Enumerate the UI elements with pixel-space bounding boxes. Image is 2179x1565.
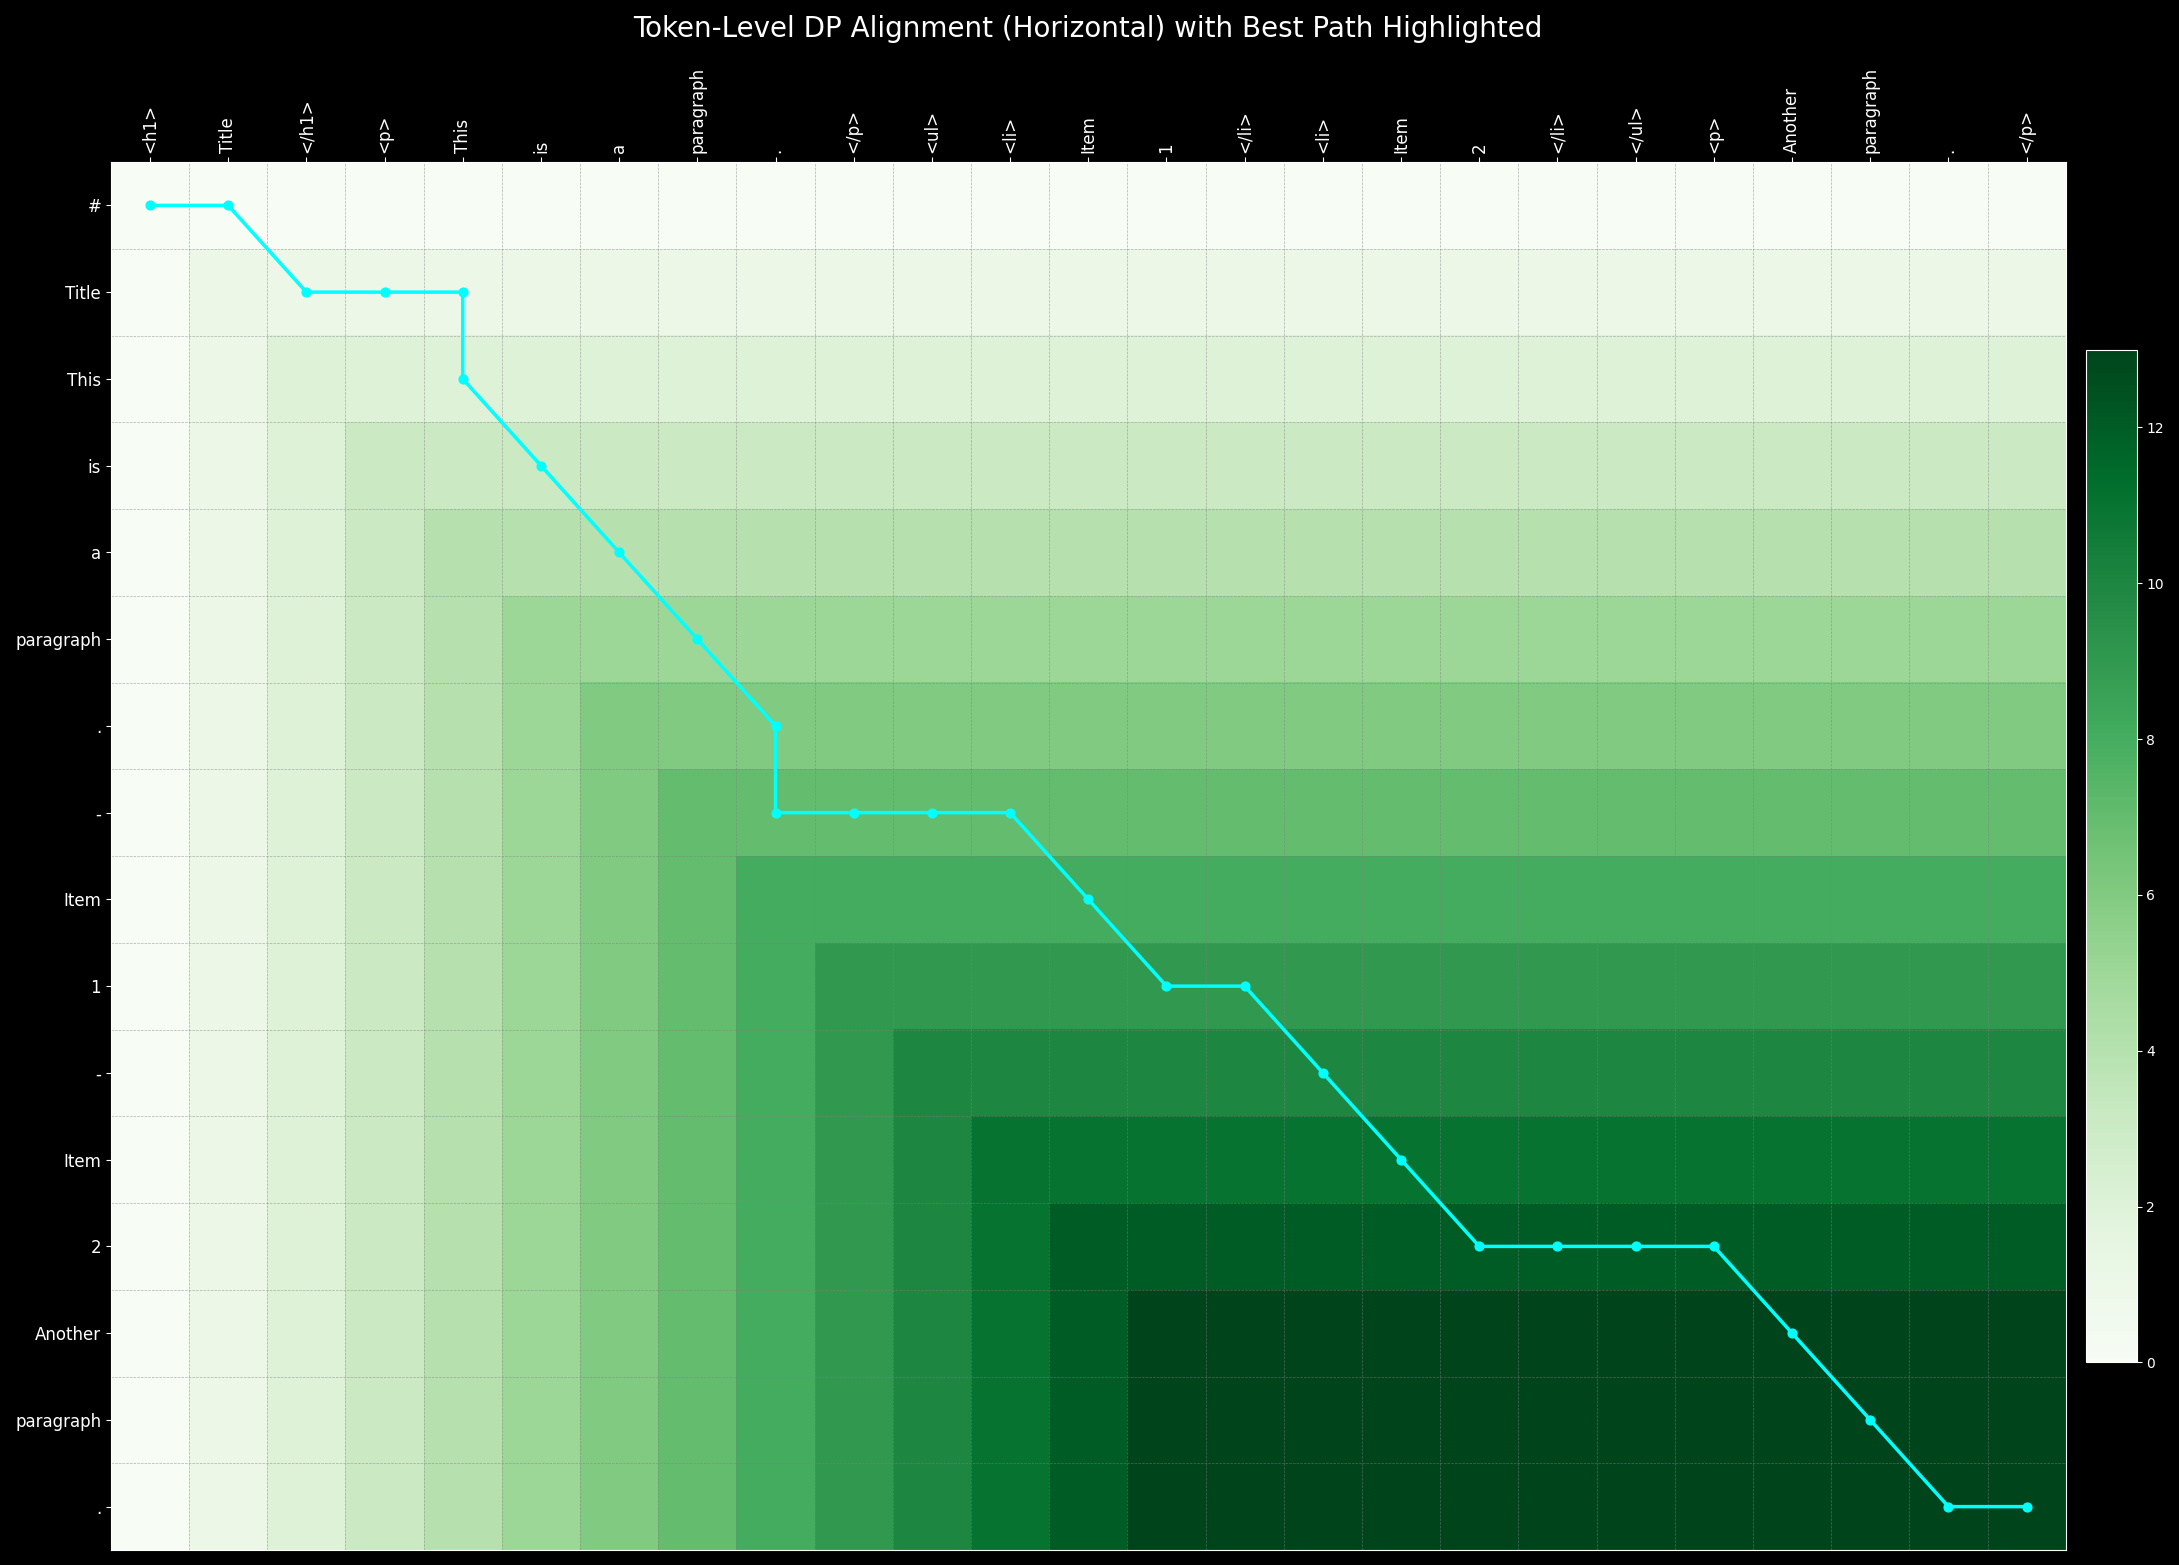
Title: Token-Level DP Alignment (Horizontal) with Best Path Highlighted: Token-Level DP Alignment (Horizontal) wi… [634, 16, 1543, 42]
Point [1305, 1061, 1340, 1086]
Point [1774, 1321, 1809, 1346]
Point [1148, 973, 1183, 998]
Point [1384, 1147, 1419, 1172]
Point [445, 280, 479, 305]
Point [758, 800, 793, 825]
Point [133, 192, 168, 218]
Point [290, 280, 325, 305]
Point [1227, 973, 1262, 998]
Point [1541, 1233, 1575, 1258]
Point [837, 800, 872, 825]
Point [445, 366, 479, 391]
Point [758, 714, 793, 739]
Point [366, 280, 401, 305]
Point [601, 540, 636, 565]
Point [680, 626, 715, 651]
Point [1852, 1407, 1887, 1432]
Point [1070, 887, 1105, 912]
Point [915, 800, 950, 825]
Point [994, 800, 1028, 825]
Point [2009, 1495, 2044, 1520]
Point [523, 454, 558, 479]
Point [1697, 1233, 1732, 1258]
Point [1462, 1233, 1497, 1258]
Point [211, 192, 246, 218]
Point [1931, 1495, 1965, 1520]
Point [1619, 1233, 1654, 1258]
